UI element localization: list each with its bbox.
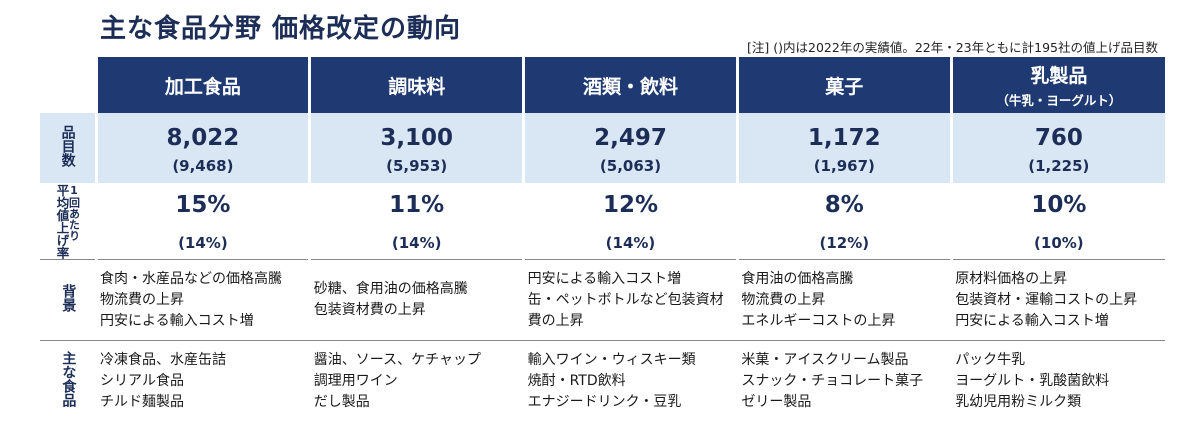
count-row: 品目数 8,022 (9,468) 3,100 (5,953) 2,497 (5,06… [40,113,1165,183]
row-label-count: 品目数 [40,113,96,183]
footnote: [注] ()内は2022年の実績値。22年・23年ともに計195社の値上げ品目数 [747,40,1158,55]
category-header: 乳製品 （牛乳・ヨーグルト） [949,57,1165,113]
count-cell: 760 (1,225) [949,113,1165,183]
foods-cell: 醤油、ソース、ケチャップ 調理用ワイン だし製品 [309,340,524,421]
foods-row: 主な食品 冷凍食品、水産缶詰 シリアル食品 チルド麺製品 醤油、ソース、ケチャップ調… [40,340,1165,421]
rate-cell: 8% (12%) [735,183,952,260]
foods-cell: 米菓・アイスクリーム製品 スナック・チョコレート菓子 ゼリー製品 [737,340,952,421]
foods-cell: 冷凍食品、水産缶詰 シリアル食品 チルド麺製品 [96,340,310,421]
category-header: 菓子 [735,57,952,113]
rate-label-sub: 1回あたり [67,183,81,241]
category-subheader: （牛乳・ヨーグルト） [996,93,1122,108]
row-label-foods: 主な食品 [40,340,96,421]
count-cell: 2,497 (5,063) [522,113,738,183]
page-title: 主な食品分野 価格改定の動向 [100,14,462,44]
header-corner [40,57,96,113]
background-cell: 食用油の価格高騰 物流費の上昇 エネルギーコストの上昇 [737,259,952,341]
row-label-rate: 平均値上げ率 1回あたり [40,183,96,260]
header-row: 加工食品 調味料 酒類・飲料 菓子 乳製品 （牛乳・ヨーグルト） [40,57,1165,113]
background-cell: 原材料価格の上昇 包装資材・運輸コストの上昇 円安による輸入コスト増 [951,259,1165,341]
category-header: 酒類・飲料 [522,57,738,113]
foods-cell: 輸入ワイン・ウィスキー類 焼酎・RTD飲料 エナジードリンク・豆乳 [523,340,738,421]
background-cell: 砂糖、食用油の価格高騰 包装資材費の上昇 [309,259,524,341]
count-cell: 3,100 (5,953) [308,113,524,183]
rate-label-main: 平均値上げ率 [54,183,70,259]
category-header: 加工食品 [94,57,310,113]
background-cell: 食肉・水産品などの価格高騰 物流費の上昇 円安による輸入コスト増 [96,259,310,341]
rate-row: 平均値上げ率 1回あたり 15% (14%) 11% (14%) 12% (14%) … [40,183,1165,260]
rate-cell: 15% (14%) [94,183,310,260]
row-label-background: 背景 [40,259,96,341]
background-row: 背景 食肉・水産品などの価格高騰 物流費の上昇 円安による輸入コスト増 砂糖、食用油… [40,259,1165,341]
rate-cell: 12% (14%) [522,183,738,260]
category-header: 調味料 [308,57,524,113]
count-cell: 1,172 (1,967) [735,113,952,183]
background-cell: 円安による輸入コスト増 缶・ペットボトルなど包装資材 費の上昇 [523,259,738,341]
rate-cell: 10% (10%) [949,183,1165,260]
rate-cell: 11% (14%) [308,183,524,260]
foods-cell: パック牛乳 ヨーグルト・乳酸菌飲料 乳幼児用粉ミルク類 [951,340,1165,421]
count-cell: 8,022 (9,468) [94,113,310,183]
price-revision-table: 加工食品 調味料 酒類・飲料 菓子 乳製品 （牛乳・ヨーグルト） 品目数 8,02… [40,57,1165,421]
